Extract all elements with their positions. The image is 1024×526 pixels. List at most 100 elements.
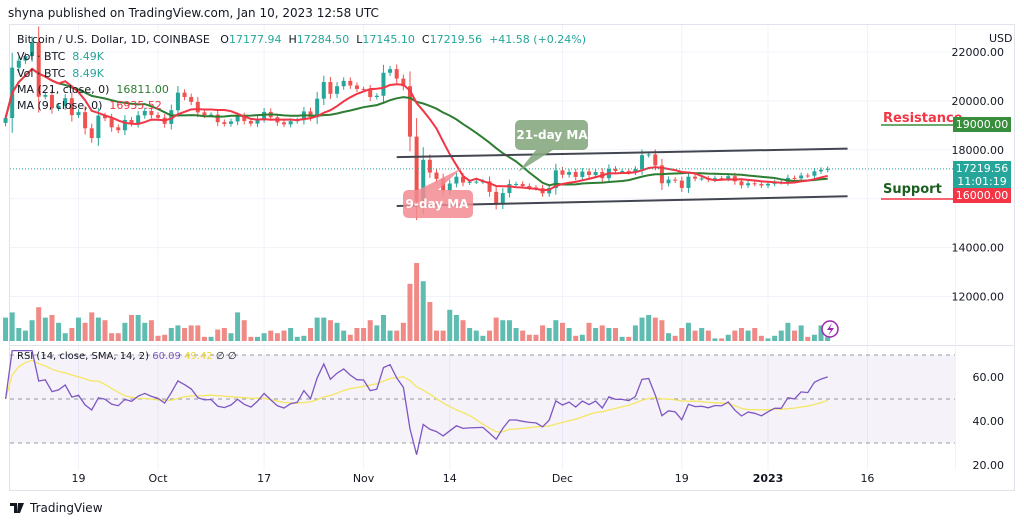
volume-bar xyxy=(825,336,831,341)
volume-bar xyxy=(599,325,605,341)
volume-bar xyxy=(487,330,493,341)
volume-bar xyxy=(467,328,473,341)
candle-body xyxy=(553,170,558,188)
candle-body xyxy=(825,168,830,170)
candle-body xyxy=(136,115,141,124)
ma9-legend[interactable]: MA (9, close, 0) 16935.52 xyxy=(17,99,162,112)
candle-body xyxy=(189,96,194,102)
candle-body xyxy=(142,110,147,116)
candle-body xyxy=(514,184,519,186)
change-value: +41.58 (+0.24%) xyxy=(489,33,587,46)
candle-body xyxy=(195,101,200,113)
volume-bar xyxy=(805,336,811,341)
volume-bar xyxy=(639,317,645,341)
volume-bar xyxy=(732,330,738,341)
candle-body xyxy=(586,171,591,175)
volume-bar xyxy=(679,328,685,341)
channel-upper-line[interactable] xyxy=(396,147,848,159)
ma21-legend[interactable]: MA (21, close, 0) 16811.00 xyxy=(17,83,169,96)
candle-body xyxy=(613,168,618,172)
volume-bar xyxy=(440,330,446,341)
volume-bar xyxy=(652,317,658,341)
candle-body xyxy=(149,110,154,116)
volume-bar xyxy=(155,335,161,341)
resistance-price-box xyxy=(953,117,1011,132)
ma9-callout[interactable]: 9-day MA xyxy=(403,168,473,218)
volume-bar xyxy=(586,322,592,341)
candle-body xyxy=(560,170,565,175)
volume-bar xyxy=(460,320,466,341)
volume-legend-2[interactable]: Vol · BTC 8.49K xyxy=(17,67,104,80)
volume-bar xyxy=(559,322,565,341)
candle-body xyxy=(83,112,88,129)
vol-value: 8.49K xyxy=(72,50,104,63)
chart-frame xyxy=(9,24,1015,491)
candle-body xyxy=(653,154,658,166)
candle-body xyxy=(819,169,824,172)
tradingview-logo-icon xyxy=(10,503,24,513)
lightning-icon[interactable] xyxy=(821,320,839,338)
volume-bar xyxy=(248,336,254,341)
volume-bar xyxy=(593,328,599,341)
candle-body xyxy=(202,112,207,116)
volume-bar xyxy=(745,330,751,341)
volume-bar xyxy=(75,317,81,341)
volume-bar xyxy=(380,315,386,341)
volume-bar xyxy=(22,330,28,341)
volume-bar xyxy=(56,322,62,341)
rsi-axis[interactable]: 60.00 40.00 20.00 xyxy=(973,371,1005,472)
volume-bar xyxy=(666,333,672,341)
candle-body xyxy=(348,80,353,86)
price-axis[interactable]: 22000.00 20000.00 18000.00 14000.00 12000.00 xyxy=(952,46,1005,304)
candle-body xyxy=(640,155,645,170)
volume-bar xyxy=(321,317,327,341)
price-tick: 18000.00 xyxy=(952,144,1005,157)
low-label: L xyxy=(356,33,363,46)
candle-body xyxy=(69,98,74,116)
resistance-label: Resistance xyxy=(883,111,963,126)
volume-bar xyxy=(447,309,453,341)
volume-bar xyxy=(82,322,88,341)
ma21-label: MA (21, close, 0) xyxy=(17,83,110,96)
candle-body xyxy=(474,181,479,183)
candle-body xyxy=(328,82,333,94)
candle-body xyxy=(215,114,220,123)
candle-body xyxy=(16,60,21,68)
high-value: 17284.50 xyxy=(296,33,350,46)
support-price-box xyxy=(953,188,1011,203)
price-tick: 12000.00 xyxy=(952,291,1005,304)
tradingview-logo[interactable]: TradingView xyxy=(10,501,103,515)
volume-bar xyxy=(288,328,294,341)
candle-body xyxy=(228,121,233,124)
candle-body xyxy=(507,184,512,194)
rsi-legend[interactable]: RSI (14, close, SMA, 14, 2) 60.09 49.42 … xyxy=(17,351,237,362)
ma21-callout[interactable]: 21-day MA xyxy=(515,120,588,172)
volume-bar xyxy=(473,330,479,341)
time-tick: Dec xyxy=(552,472,573,485)
symbol-legend[interactable]: Bitcoin / U.S. Dollar, 1D, COINBASE O171… xyxy=(17,33,586,46)
volume-bar xyxy=(453,315,459,341)
candle-body xyxy=(248,120,253,124)
rsi-tick: 20.00 xyxy=(973,459,1005,472)
volume-bar xyxy=(354,328,360,341)
time-axis[interactable]: 19 Oct 17 Nov 14 Dec 19 2023 16 xyxy=(71,472,874,485)
candle-body xyxy=(89,128,94,139)
candle-body xyxy=(414,136,419,202)
candle-body xyxy=(805,175,810,177)
candle-body xyxy=(799,175,804,179)
candle-body xyxy=(235,116,240,122)
volume-bar xyxy=(414,263,420,341)
volume-bar xyxy=(818,325,824,341)
candle-body xyxy=(222,122,227,124)
candle-body xyxy=(746,183,751,186)
volume-bar xyxy=(513,328,519,341)
volume-legend-1[interactable]: Vol · BTC 8.49K xyxy=(17,50,104,63)
candle-body xyxy=(361,88,366,90)
volume-bar xyxy=(341,330,347,341)
vol-value: 8.49K xyxy=(72,67,104,80)
volume-bar xyxy=(374,325,380,341)
volume-bar xyxy=(361,328,367,341)
time-tick: 16 xyxy=(860,472,874,485)
candle-body xyxy=(626,171,631,173)
